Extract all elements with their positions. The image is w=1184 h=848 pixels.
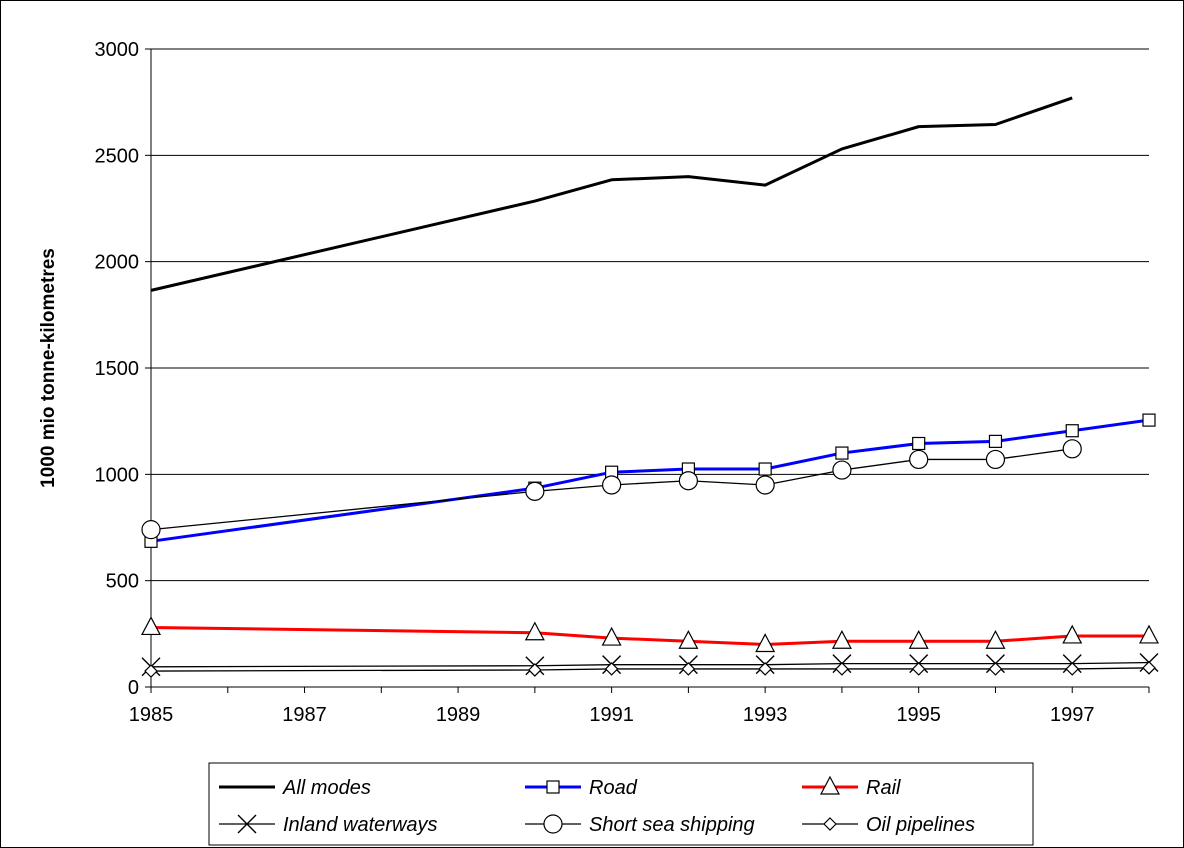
legend: All modes Road Rail Inland waterways Short s… (208, 762, 1034, 846)
point-short-sea-shipping (985, 449, 1006, 470)
point-oil-pipelines (911, 662, 926, 676)
point-oil-pipelines (604, 662, 619, 676)
legend-marker-road (546, 780, 560, 794)
point-rail (678, 629, 699, 649)
series-oil-pipelines (144, 661, 1156, 678)
x-tick-label: 1985 (129, 704, 174, 726)
series-line-road (150, 418, 1150, 543)
series-short-sea-shipping (141, 439, 1082, 540)
x-tick-label: 1989 (436, 704, 481, 726)
series-rail (141, 616, 1159, 653)
point-short-sea-shipping (141, 520, 161, 540)
x-tick-labels: 1985 1987 1989 1991 1993 1995 1997 (129, 704, 1095, 726)
point-short-sea-shipping (525, 481, 545, 501)
point-oil-pipelines (1142, 661, 1156, 675)
point-rail (831, 629, 852, 649)
point-oil-pipelines (835, 662, 849, 676)
point-rail (755, 633, 776, 653)
x-tick-label: 1995 (896, 704, 941, 726)
series-group (141, 96, 1159, 678)
series-all-modes (150, 96, 1073, 292)
x-tick-label: 1993 (743, 704, 788, 726)
y-tick-label: 3000 (95, 39, 140, 61)
y-tick-label: 0 (128, 677, 139, 699)
legend-label-inland-waterways: Inland waterways (283, 814, 438, 836)
series-line-inland-waterways (150, 661, 1150, 668)
y-tick-label: 2000 (95, 252, 140, 274)
y-tick-label: 500 (106, 571, 139, 593)
point-rail (601, 626, 622, 646)
x-tick-label: 1987 (282, 704, 327, 726)
point-rail (141, 616, 161, 636)
point-short-sea-shipping (832, 460, 852, 480)
point-rail (1062, 624, 1083, 644)
point-rail (524, 621, 545, 641)
point-short-sea-shipping (755, 475, 775, 495)
legend-marker-inland-waterways (237, 814, 257, 834)
legend-box (208, 762, 1034, 846)
legend-label-all-modes: All modes (282, 777, 371, 799)
legend-marker-short-sea-shipping (543, 814, 563, 834)
legend-label-oil-pipelines: Oil pipelines (866, 814, 975, 836)
legend-item-road: Road (525, 777, 638, 799)
point-oil-pipelines (681, 662, 696, 676)
legend-item-oil-pipelines: Oil pipelines (802, 814, 975, 836)
point-road (1065, 424, 1079, 438)
point-road (988, 434, 1003, 448)
series-inland-waterways (141, 653, 1159, 677)
point-oil-pipelines (1065, 662, 1080, 676)
series-line-oil-pipelines (150, 667, 1150, 672)
series-line-all-modes (150, 96, 1073, 292)
legend-item-inland-waterways: Inland waterways (219, 814, 438, 836)
legend-label-short-sea-shipping: Short sea shipping (589, 814, 755, 836)
series-line-rail (150, 625, 1149, 646)
point-road (835, 446, 849, 460)
point-oil-pipelines (988, 662, 1003, 676)
legend-item-all-modes: All modes (219, 777, 371, 799)
y-axis-label: 1000 mio tonne-kilometres (38, 248, 59, 488)
point-short-sea-shipping (602, 475, 622, 495)
axes (145, 48, 1150, 693)
y-tick-label: 1000 (95, 464, 140, 486)
point-rail (1139, 624, 1159, 644)
legend-item-short-sea-shipping: Short sea shipping (525, 814, 755, 836)
series-road (144, 413, 1156, 548)
legend-label-road: Road (589, 777, 638, 799)
point-rail (985, 629, 1006, 649)
point-oil-pipelines (758, 662, 773, 676)
x-tick-label: 1997 (1050, 704, 1095, 726)
point-short-sea-shipping (909, 449, 929, 470)
point-oil-pipelines (144, 664, 158, 678)
point-road (758, 462, 772, 476)
y-tick-label: 2500 (95, 145, 140, 167)
gridlines (151, 48, 1149, 582)
x-tick-label: 1991 (589, 704, 634, 726)
legend-marker-rail (820, 775, 840, 795)
point-oil-pipelines (527, 663, 542, 677)
legend-label-rail: Rail (866, 777, 901, 799)
point-rail (908, 629, 929, 649)
point-road (912, 436, 926, 451)
legend-marker-oil-pipelines (823, 817, 837, 831)
point-short-sea-shipping (678, 471, 698, 491)
point-short-sea-shipping (1062, 439, 1082, 459)
y-tick-labels: 0 500 1000 1500 2000 2500 3000 (95, 39, 140, 699)
y-tick-label: 1500 (95, 358, 140, 380)
legend-item-rail: Rail (802, 775, 901, 799)
point-road (1142, 413, 1156, 427)
